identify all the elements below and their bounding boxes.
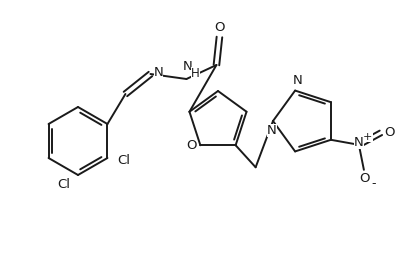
- Text: N: N: [182, 61, 192, 73]
- Text: O: O: [186, 139, 196, 152]
- Text: Cl: Cl: [57, 179, 70, 192]
- Text: N: N: [153, 66, 163, 80]
- Text: N: N: [266, 125, 276, 137]
- Text: O: O: [359, 172, 369, 185]
- Text: N: N: [353, 136, 363, 149]
- Text: +: +: [362, 132, 372, 142]
- Text: H: H: [190, 68, 199, 80]
- Text: O: O: [384, 126, 394, 139]
- Text: O: O: [214, 22, 224, 34]
- Text: Cl: Cl: [117, 154, 130, 167]
- Text: N: N: [292, 74, 302, 87]
- Text: -: -: [371, 177, 375, 190]
